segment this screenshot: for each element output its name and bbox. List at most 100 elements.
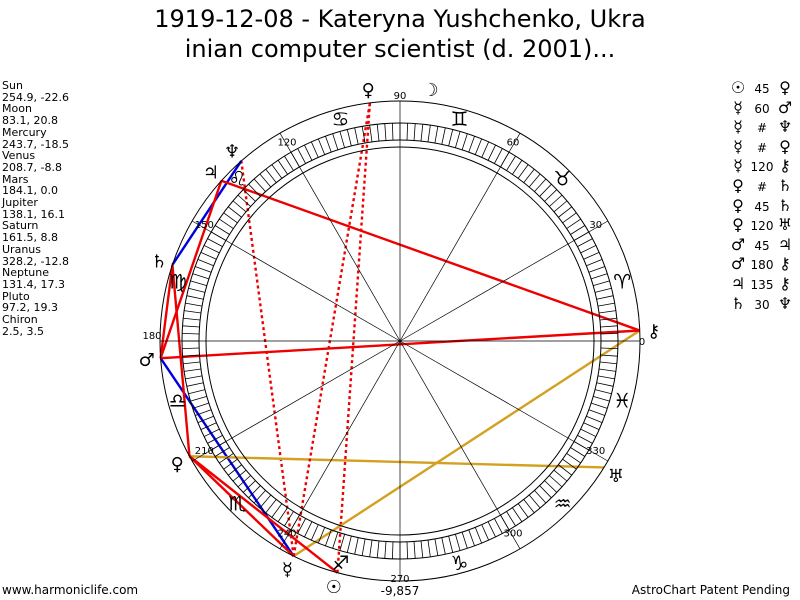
degree-tick bbox=[599, 361, 617, 365]
planet-name-moon: Moon bbox=[2, 102, 32, 116]
planet-coords-venus: 208.7, -8.8 bbox=[2, 160, 62, 174]
degree-tick bbox=[474, 527, 483, 544]
degree-tick bbox=[481, 141, 490, 158]
division-spoke bbox=[399, 340, 609, 462]
aspect-planet-1: ☿ bbox=[733, 97, 743, 117]
degree-tick bbox=[376, 124, 380, 142]
degree-tick bbox=[384, 123, 387, 141]
degree-tick bbox=[182, 332, 200, 335]
degree-tick bbox=[512, 507, 523, 522]
zodiac-sign-icon: ♍ bbox=[169, 269, 187, 293]
zodiac-sign-icon: ♓ bbox=[613, 389, 631, 413]
degree-tick bbox=[566, 218, 581, 229]
degree-tick bbox=[593, 396, 610, 402]
degree-tick bbox=[284, 155, 294, 171]
aspect-row: ☿ 60 ♂ bbox=[728, 98, 798, 118]
footer-value: -9,857 bbox=[380, 584, 420, 598]
degree-tick bbox=[242, 480, 256, 493]
degree-tick bbox=[441, 537, 446, 555]
degree-tick bbox=[427, 539, 431, 557]
degree-tick bbox=[577, 435, 593, 444]
degree-tick bbox=[227, 206, 242, 218]
degree-tick bbox=[570, 225, 586, 235]
degree-tick bbox=[591, 273, 608, 280]
degree-tick bbox=[182, 347, 200, 350]
degree-tick bbox=[192, 402, 209, 409]
division-spoke bbox=[279, 340, 401, 550]
degree-tick bbox=[183, 317, 201, 321]
planet-name-chiron: Chiron bbox=[2, 313, 38, 327]
aspect-row: ♀ # ♄ bbox=[728, 176, 798, 196]
aspect-planet-2: ⚷ bbox=[779, 254, 791, 274]
degree-label: 120 bbox=[277, 137, 296, 148]
degree-tick bbox=[461, 133, 468, 150]
degree-tick bbox=[549, 194, 563, 207]
aspect-line bbox=[189, 455, 605, 469]
degree-label: 180 bbox=[142, 331, 161, 342]
degree-tick bbox=[597, 375, 615, 380]
degree-tick bbox=[214, 225, 230, 235]
degree-tick bbox=[539, 485, 552, 499]
aspect-line bbox=[220, 179, 641, 332]
degree-tick bbox=[354, 537, 359, 555]
zodiac-sign-icon: ♐ bbox=[332, 551, 350, 575]
degree-tick bbox=[600, 347, 618, 350]
degree-tick bbox=[598, 368, 616, 372]
degree-tick bbox=[528, 494, 541, 509]
degree-tick bbox=[468, 529, 475, 546]
degree-tick bbox=[406, 123, 409, 141]
degree-tick bbox=[455, 131, 461, 148]
division-spoke bbox=[191, 340, 401, 462]
degree-tick bbox=[248, 183, 261, 197]
degree-tick bbox=[553, 200, 568, 213]
degree-tick bbox=[304, 144, 313, 161]
zodiac-sign-icon: ♑ bbox=[451, 551, 469, 575]
degree-tick bbox=[271, 503, 283, 518]
aspect-planet-1: ♀ bbox=[732, 175, 744, 195]
degree-tick bbox=[188, 287, 206, 293]
venus-icon: ♀ bbox=[171, 454, 184, 475]
degree-tick bbox=[600, 332, 618, 335]
degree-label: 60 bbox=[507, 137, 520, 148]
degree-label: 150 bbox=[195, 220, 214, 231]
degree-tick bbox=[594, 287, 612, 293]
degree-tick bbox=[413, 541, 416, 559]
aspect-line bbox=[293, 329, 641, 558]
aspect-planet-2: ♄ bbox=[777, 195, 793, 215]
degree-tick bbox=[185, 375, 203, 380]
aspect-planet-2: ♂ bbox=[777, 97, 793, 117]
degree-tick bbox=[346, 129, 352, 147]
degree-tick bbox=[583, 422, 600, 431]
planet-coords-moon: 83.1, 20.8 bbox=[2, 114, 58, 128]
aspect-row: ♀ 45 ♄ bbox=[728, 196, 798, 216]
degree-tick bbox=[494, 518, 503, 534]
aspect-row: ♂ 45 ♃ bbox=[728, 235, 798, 255]
degree-tick bbox=[265, 499, 277, 514]
planet-coords-chiron: 2.5, 3.5 bbox=[2, 324, 44, 338]
degree-tick bbox=[200, 422, 217, 431]
degree-tick bbox=[523, 168, 535, 183]
degree-tick bbox=[468, 136, 475, 153]
degree-tick bbox=[190, 280, 207, 286]
planet-coords-saturn: 161.5, 8.8 bbox=[2, 231, 58, 245]
degree-label: 330 bbox=[586, 446, 605, 457]
degree-tick bbox=[506, 511, 516, 527]
zodiac-sign-icon: ♉ bbox=[554, 166, 572, 190]
division-spoke bbox=[399, 340, 521, 550]
saturn-icon: ♄ bbox=[151, 251, 167, 272]
aspect-line bbox=[171, 264, 191, 457]
aspect-planet-2: ♆ bbox=[777, 293, 793, 313]
chart-title: 1919-12-08 - Kateryna Yushchenko, Ukra i… bbox=[100, 4, 700, 64]
degree-tick bbox=[566, 453, 581, 464]
degree-tick bbox=[361, 126, 366, 144]
degree-tick bbox=[441, 127, 446, 145]
degree-tick bbox=[562, 212, 577, 224]
degree-tick bbox=[553, 469, 568, 482]
aspect-line bbox=[188, 455, 339, 574]
aspect-planet-1: ♀ bbox=[732, 195, 744, 215]
degree-tick bbox=[332, 133, 339, 150]
wheel-structure bbox=[159, 100, 641, 582]
planet-coords-sun: 254.9, -22.6 bbox=[2, 90, 69, 104]
degree-tick bbox=[197, 258, 214, 267]
planet-name-sun: Sun bbox=[2, 79, 23, 92]
